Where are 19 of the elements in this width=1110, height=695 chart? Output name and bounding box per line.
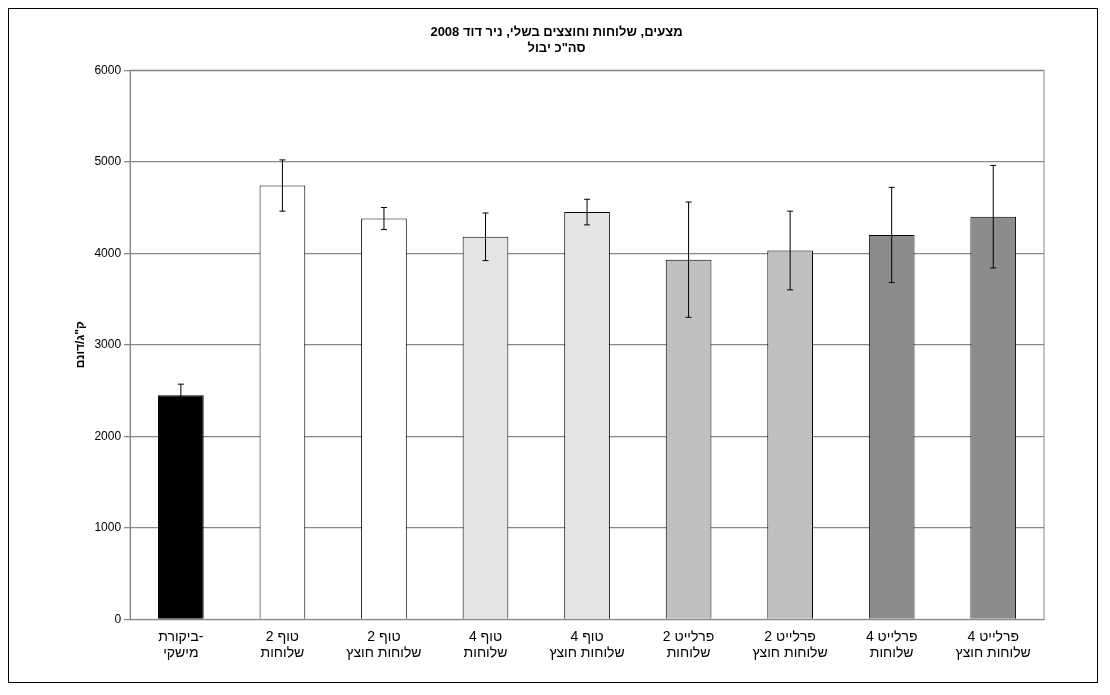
y-axis-title: ק"ג/דונם xyxy=(72,321,87,369)
x-tick-label: טוף 2 שלוחות xyxy=(260,627,305,661)
x-tick-label: פרלייט 4 שלוחות חוצץ xyxy=(955,627,1031,661)
x-tick-label: טוף 4 שלוחות חוצץ xyxy=(549,627,625,661)
x-tick-label: פרלייט 4 שלוחות xyxy=(865,627,918,661)
y-tick-label: 1000 xyxy=(94,520,122,535)
y-tick-label: 6000 xyxy=(94,62,122,77)
y-tick-label: 5000 xyxy=(94,154,122,169)
chart-title: מצעים, שלוחות וחוצצים בשלי, ניר דוד 2008 xyxy=(430,24,683,40)
y-tick-label: 2000 xyxy=(94,428,122,443)
y-tick-label: 0 xyxy=(114,611,122,626)
x-tick-label: פרלייט 2 שלוחות xyxy=(662,627,715,661)
x-tick-label: טוף 2 שלוחות חוצץ xyxy=(346,627,422,661)
x-tick-label: פרלייט 2 שלוחות חוצץ xyxy=(752,627,828,661)
x-tick-label: ביקורת- מישקי xyxy=(158,627,204,661)
x-tick-label: טוף 4 שלוחות xyxy=(463,627,508,661)
y-tick-label: 3000 xyxy=(94,337,122,352)
chart-subtitle: סה"כ יבול xyxy=(527,39,586,55)
y-tick-label: 4000 xyxy=(94,245,122,260)
